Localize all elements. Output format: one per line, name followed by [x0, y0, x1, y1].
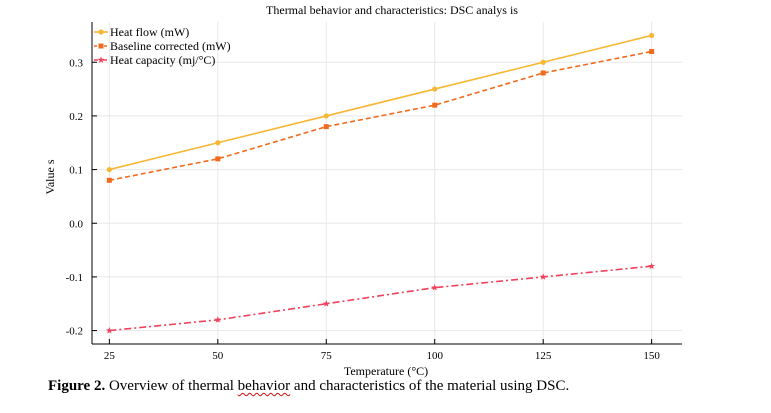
legend: Heat flow (mW)Baseline corrected (mW)Hea…: [94, 25, 231, 67]
series-line: [109, 50, 652, 182]
y-axis-label: Value s: [43, 159, 57, 194]
data-point: [215, 140, 221, 146]
plot-area: [92, 22, 682, 344]
legend-marker: [98, 29, 104, 35]
x-tick-label: 25: [104, 350, 116, 362]
legend-item: Baseline corrected (mW): [94, 39, 231, 53]
data-point: [323, 124, 329, 130]
figure-caption-text-before: Overview of thermal: [105, 378, 238, 394]
x-tick-label: 150: [643, 350, 660, 362]
legend-marker: [98, 43, 104, 49]
data-point: [432, 86, 438, 92]
series-3: [105, 262, 656, 334]
figure-caption: Figure 2. Overview of thermal behavior a…: [48, 378, 569, 395]
legend-label: Heat flow (mW): [110, 25, 189, 39]
x-tick-label: 50: [212, 350, 224, 362]
series-lines: [105, 32, 656, 334]
data-point: [106, 166, 112, 173]
y-tick-label: 0.3: [69, 57, 83, 69]
data-point: [105, 326, 113, 334]
x-axis-label: Temperature (°C): [344, 364, 428, 378]
series-2: [106, 49, 655, 183]
figure-caption-label: Figure 2.: [48, 378, 106, 394]
y-tick-label: 0.2: [69, 111, 83, 123]
data-point: [214, 316, 222, 323]
data-point: [431, 284, 439, 291]
axes: [91, 22, 682, 345]
y-tick-labels: -0.2 -0.1 0.0 0.1 0.2 0.3: [66, 57, 84, 337]
y-tick-label: 0.0: [69, 218, 83, 230]
series-line: [109, 265, 652, 332]
legend-label: Heat capacity (mj/°C): [110, 53, 215, 67]
dsc-line-chart: Thermal behavior and characteristics: DS…: [43, 3, 682, 378]
data-point: [648, 262, 656, 270]
data-point: [649, 49, 655, 55]
figure-caption-underlined-word: behavior: [237, 378, 291, 394]
data-point: [540, 59, 546, 65]
data-point: [432, 102, 438, 108]
legend-marker: [97, 56, 105, 63]
data-point: [215, 156, 221, 162]
data-point: [323, 113, 329, 119]
data-point: [540, 70, 546, 76]
legend-item: Heat flow (mW): [94, 25, 189, 39]
x-tick-label: 100: [426, 350, 443, 362]
y-tick-label: 0.1: [69, 165, 83, 177]
chart-title: Thermal behavior and characteristics: DS…: [266, 3, 518, 17]
y-tick-label: -0.2: [66, 326, 83, 338]
y-tick-label: -0.1: [66, 272, 83, 284]
data-point: [106, 177, 112, 183]
data-point: [322, 300, 330, 307]
legend-item: Heat capacity (mj/°C): [94, 53, 215, 67]
x-tick-labels: 25 50 75 100 125 150: [104, 350, 661, 362]
data-point: [649, 32, 655, 39]
x-tick-label: 75: [321, 350, 333, 362]
series-1: [106, 32, 655, 173]
series-line: [109, 34, 652, 171]
figure-caption-text-after: and characteristics of the material usin…: [290, 378, 570, 394]
x-tick-label: 125: [535, 350, 552, 362]
grid-lines: [92, 22, 682, 344]
legend-label: Baseline corrected (mW): [110, 39, 231, 53]
data-point: [539, 273, 547, 280]
